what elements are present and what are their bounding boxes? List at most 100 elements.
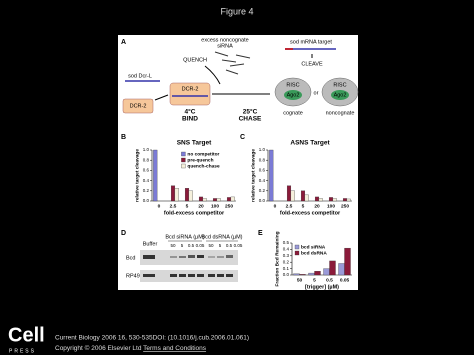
arrow [154, 94, 169, 101]
x-tick-label: 5 [186, 203, 189, 209]
bar [286, 185, 292, 202]
panel-label: B [121, 134, 126, 141]
annotation: excess noncognate [201, 37, 248, 43]
annotation: DCR-2 [182, 86, 199, 92]
annotation: RISC [333, 82, 346, 88]
x-tick-label: 20 [198, 203, 204, 209]
x-tick-label: 0.05 [340, 277, 350, 283]
legend-label: bcd dsRNA [301, 250, 327, 256]
panel-label: A [121, 39, 126, 46]
bar [338, 263, 345, 276]
bar [308, 272, 315, 276]
x-tick-label: 2.5 [170, 203, 177, 209]
logo: Cell [8, 324, 45, 346]
chart-title: SNS Target [177, 140, 212, 147]
annotation: Ago2 [287, 92, 300, 98]
annotation: CLEAVE [301, 61, 323, 67]
y-tick-label: 0.5 [283, 240, 290, 245]
annotation: 4°C [185, 108, 196, 116]
x-tick-label: 2.5 [286, 203, 293, 209]
x-tick-label: 0 [158, 203, 161, 209]
x-tick-label: 5 [302, 203, 305, 209]
ago2 [331, 90, 349, 100]
y-tick-label: 0.8 [143, 157, 150, 162]
legend-swatch [181, 157, 186, 163]
y-axis-label: relative target cleavage [134, 149, 140, 202]
x-axis-label: fold-excess competitor [164, 210, 225, 216]
lane-label: 0.5 [226, 243, 233, 248]
bar [188, 190, 193, 202]
annotation: BIND [182, 116, 198, 123]
annotation: sod mRNA target [290, 39, 332, 45]
bar [184, 188, 190, 202]
arrow [204, 65, 221, 85]
legend-swatch [294, 244, 300, 250]
lane-label: 5 [181, 243, 184, 248]
legend-swatch [181, 151, 186, 157]
bar [314, 196, 320, 202]
y-axis-label: Fraction Bcd Remaining [274, 231, 280, 286]
y-tick-label: 0.2 [259, 188, 266, 193]
x-axis-label: [trigger] (µM) [305, 284, 339, 290]
lane-label: 0.5 [188, 243, 195, 248]
y-tick-label: 0.0 [143, 198, 150, 203]
x-tick-label: 5 [313, 277, 316, 283]
bar [332, 198, 337, 202]
y-tick-label: 0.6 [259, 168, 266, 173]
citation: Current Biology 2006 16, 530-535DOI: (10… [55, 335, 249, 342]
chart-title: ASNS Target [290, 140, 330, 147]
legend-label: no competitor [187, 151, 219, 157]
figure-title: Figure 4 [220, 6, 253, 16]
bands [143, 255, 233, 277]
bar [329, 260, 336, 276]
row-label: RP49 [126, 273, 140, 279]
bar [304, 194, 309, 202]
bar [342, 198, 348, 202]
x-tick-label: 20 [314, 203, 320, 209]
ago2 [284, 90, 302, 100]
terms-link[interactable]: Terms and Conditions [143, 345, 207, 352]
y-tick-label: 0.1 [283, 266, 290, 271]
annotation: siRNA [217, 43, 233, 49]
x-tick-label: 100 [211, 203, 219, 209]
y-tick-label: 0.2 [143, 188, 150, 193]
panel-label: E [258, 230, 263, 237]
x-tick-label: 250 [225, 203, 233, 209]
lane-label: Buffer [143, 241, 158, 247]
panel-label: D [121, 230, 126, 237]
group-label: Bcd siRNA (µM) [165, 234, 204, 240]
copyright-text: Copyright © 2006 Elsevier Ltd [55, 344, 142, 352]
annotation: Ago2 [334, 92, 347, 98]
bar [198, 196, 204, 202]
annotation: CHASE [239, 116, 262, 123]
x-tick-label: 50 [297, 277, 303, 283]
bar [174, 188, 179, 202]
lane-label: 0.05 [196, 243, 205, 248]
panel-label: C [240, 134, 245, 141]
y-tick-label: 0.0 [283, 272, 290, 277]
annotation: noncognate [326, 110, 355, 116]
y-axis-label: relative target cleavage [250, 149, 256, 202]
figure-background [118, 35, 358, 290]
bar [293, 273, 300, 276]
bar [202, 198, 207, 202]
x-tick-label: 0.5 [326, 277, 333, 283]
legend-label: pre-quench [187, 157, 213, 163]
lane-label: 5 [219, 243, 222, 248]
y-tick-label: 0.6 [143, 168, 150, 173]
annotation: cognate [283, 110, 303, 116]
bar [318, 198, 323, 202]
y-tick-label: 1.0 [143, 147, 150, 152]
lane-label: 50 [170, 243, 176, 248]
bar [346, 198, 351, 202]
group-label: Bcd dsRNA (µM) [201, 234, 242, 240]
row-label: Bcd [126, 255, 135, 261]
y-tick-label: 1.0 [259, 147, 266, 152]
bar [226, 197, 232, 202]
legend-label: bcd siRNA [301, 244, 326, 250]
annotation: DCR-2 [130, 103, 147, 109]
annotation: QUENCH [183, 57, 207, 63]
bar [212, 198, 218, 202]
dcr2-box [122, 98, 154, 114]
